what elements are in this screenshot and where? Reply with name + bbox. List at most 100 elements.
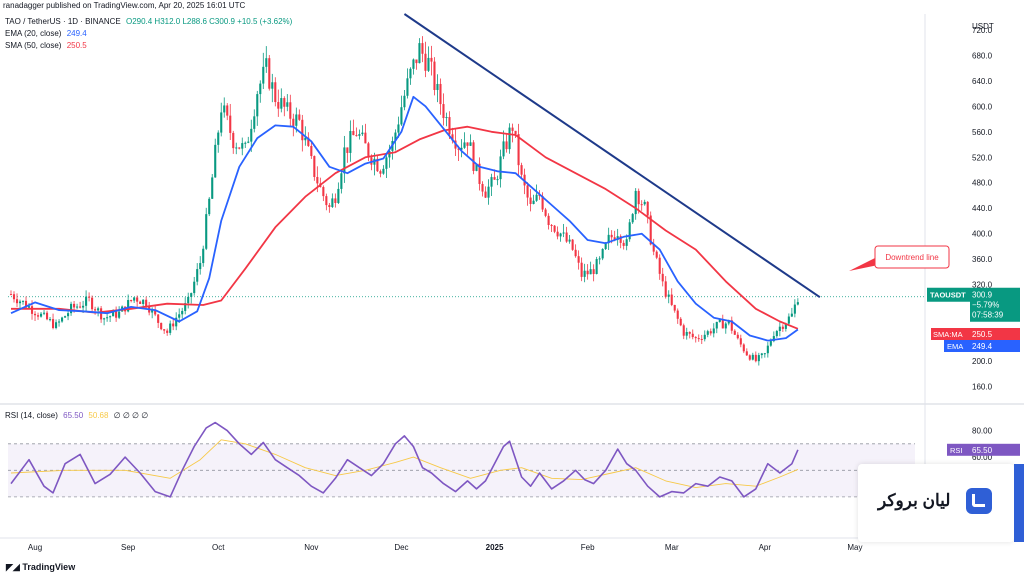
candle-body <box>127 300 130 312</box>
candle-body <box>15 299 19 304</box>
candle-body <box>706 331 709 335</box>
candle-body <box>424 53 427 71</box>
broker-logo-icon <box>966 488 992 514</box>
candle-body <box>328 205 331 208</box>
candle-body <box>418 43 421 64</box>
candle-body <box>157 314 160 323</box>
ohlc-values: O290.4 H312.0 L288.6 C300.9 +10.5 (+3.62… <box>125 17 293 26</box>
candle-body <box>562 232 565 234</box>
sma-tag-value: 250.5 <box>972 330 993 339</box>
candle-body <box>445 117 448 119</box>
candle-body <box>193 281 196 294</box>
downtrend-line <box>403 13 821 299</box>
candle-body <box>274 82 277 103</box>
candle-body <box>70 303 73 314</box>
candle-body <box>313 156 316 177</box>
candle-body <box>670 294 673 305</box>
symbol-label: TAO / TetherUS · 1D · BINANCE <box>5 17 121 26</box>
candle-body <box>628 222 631 240</box>
candle-body <box>139 301 142 304</box>
rsi-ma-line <box>10 439 799 489</box>
candle-body <box>184 303 187 311</box>
candle-body <box>256 94 259 117</box>
candle-body <box>67 313 70 317</box>
candle-body <box>700 338 703 340</box>
candle-body <box>196 269 199 282</box>
candle-body <box>280 98 283 109</box>
candle-body <box>250 128 253 142</box>
sma-tag-label-bg <box>931 328 970 340</box>
candle-body <box>12 294 16 300</box>
candle-body <box>292 118 295 126</box>
candle-body <box>577 256 580 263</box>
candle-body <box>595 259 598 274</box>
symbol-price-tag-change: −5.79% <box>972 301 999 310</box>
candle-body <box>685 331 688 336</box>
candle-body <box>505 141 508 150</box>
candle-body <box>286 102 289 107</box>
candle-body <box>727 320 730 324</box>
tradingview-logo-icon: ◤◢ <box>6 562 23 572</box>
broker-watermark: لیان بروکر <box>858 464 1014 542</box>
candle-body <box>277 102 280 109</box>
candle-body <box>571 239 574 250</box>
ema-tag-label: EMA <box>947 342 963 351</box>
candle-body <box>490 177 493 187</box>
candle-body <box>634 190 637 215</box>
candle-body <box>187 296 190 304</box>
candle-body <box>649 215 652 245</box>
candle-body <box>33 313 37 316</box>
ema-legend[interactable]: EMA (20, close) 249.4 <box>5 29 90 39</box>
candle-body <box>640 204 643 206</box>
candle-body <box>88 296 91 298</box>
rsi-line <box>10 421 799 498</box>
candle-body <box>718 319 721 322</box>
price-tick-label: 400.0 <box>972 230 993 239</box>
candle-body <box>79 306 82 308</box>
candle-body <box>466 142 469 146</box>
candle-body <box>73 303 76 308</box>
candle-body <box>748 355 751 360</box>
candle-body <box>433 61 436 90</box>
candle-body <box>772 336 775 342</box>
candle-body <box>601 249 604 259</box>
candle-body <box>622 242 625 246</box>
sma-tag-label: SMA:MA <box>933 330 963 339</box>
time-tick-label: Aug <box>28 543 42 552</box>
candle-body <box>502 141 505 157</box>
candle-body <box>724 323 727 329</box>
candle-body <box>142 299 145 304</box>
candle-body <box>61 317 64 322</box>
sma-legend-label: SMA (50, close) <box>5 41 62 50</box>
candle-body <box>36 315 40 317</box>
ema-20-line <box>10 95 799 342</box>
rsi-legend[interactable]: RSI (14, close) 65.50 50.68 ∅ ∅ ∅ ∅ <box>5 411 151 421</box>
tradingview-footer[interactable]: ◤◢ TradingView <box>6 562 75 573</box>
candle-body <box>712 328 715 334</box>
candle-body <box>48 319 52 321</box>
candle-body <box>547 215 550 226</box>
candle-body <box>364 132 367 144</box>
time-tick-label: 2025 <box>486 543 504 552</box>
candle-body <box>298 114 301 120</box>
candle-body <box>133 297 136 301</box>
publish-line: ranadagger published on TradingView.com,… <box>3 1 246 10</box>
rsi-ma-legend-value: 50.68 <box>88 411 109 420</box>
sma-legend[interactable]: SMA (50, close) 250.5 <box>5 41 90 51</box>
candle-body <box>112 310 115 317</box>
candle-body <box>451 134 454 141</box>
time-tick-label: Apr <box>759 543 772 552</box>
candle-body <box>589 269 592 275</box>
candle-body <box>415 59 418 64</box>
candle-body <box>439 83 442 105</box>
candle-body <box>751 354 754 360</box>
candle-body <box>553 225 556 232</box>
candle-body <box>367 143 370 158</box>
candle-body <box>190 293 193 297</box>
ema-tag-value-bg <box>970 340 1020 352</box>
candle-body <box>736 334 739 339</box>
candle-body <box>340 173 343 189</box>
candle-body <box>694 337 697 339</box>
candle-body <box>679 318 682 326</box>
